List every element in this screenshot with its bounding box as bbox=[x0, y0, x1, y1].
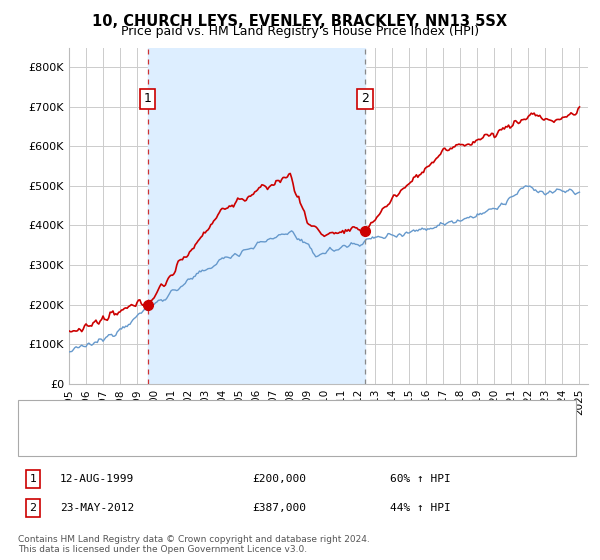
Text: 1: 1 bbox=[29, 474, 37, 484]
Text: £200,000: £200,000 bbox=[252, 474, 306, 484]
Text: Price paid vs. HM Land Registry's House Price Index (HPI): Price paid vs. HM Land Registry's House … bbox=[121, 25, 479, 38]
Text: 12-AUG-1999: 12-AUG-1999 bbox=[60, 474, 134, 484]
Text: £387,000: £387,000 bbox=[252, 503, 306, 513]
Text: 44% ↑ HPI: 44% ↑ HPI bbox=[390, 503, 451, 513]
Text: 60% ↑ HPI: 60% ↑ HPI bbox=[390, 474, 451, 484]
Text: HPI: Average price, detached house, West Northamptonshire: HPI: Average price, detached house, West… bbox=[81, 437, 398, 447]
Text: 2: 2 bbox=[29, 503, 37, 513]
Text: 10, CHURCH LEYS, EVENLEY, BRACKLEY, NN13 5SX (detached house): 10, CHURCH LEYS, EVENLEY, BRACKLEY, NN13… bbox=[81, 412, 440, 422]
Text: 23-MAY-2012: 23-MAY-2012 bbox=[60, 503, 134, 513]
Bar bbox=[148, 48, 365, 384]
Text: 2: 2 bbox=[361, 92, 369, 105]
Text: Contains HM Land Registry data © Crown copyright and database right 2024.
This d: Contains HM Land Registry data © Crown c… bbox=[18, 535, 370, 554]
Text: 10, CHURCH LEYS, EVENLEY, BRACKLEY, NN13 5SX: 10, CHURCH LEYS, EVENLEY, BRACKLEY, NN13… bbox=[92, 14, 508, 29]
Text: 1: 1 bbox=[143, 92, 152, 105]
